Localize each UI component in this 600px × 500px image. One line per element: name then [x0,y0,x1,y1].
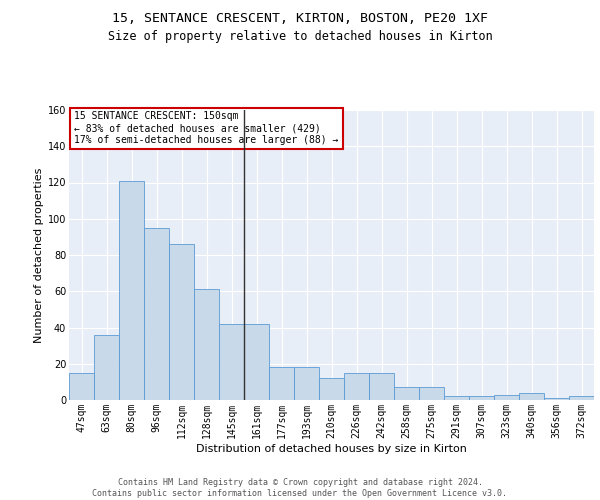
Bar [269,368,294,400]
Bar [94,335,119,400]
Bar [494,394,519,400]
Text: Contains HM Land Registry data © Crown copyright and database right 2024.
Contai: Contains HM Land Registry data © Crown c… [92,478,508,498]
Bar [294,368,319,400]
Bar [569,396,594,400]
Bar [519,393,544,400]
Bar [194,290,219,400]
Text: 15 SENTANCE CRESCENT: 150sqm
← 83% of detached houses are smaller (429)
17% of s: 15 SENTANCE CRESCENT: 150sqm ← 83% of de… [74,112,338,144]
Bar [444,396,469,400]
Bar [469,396,494,400]
Bar [69,373,94,400]
Bar [244,324,269,400]
X-axis label: Distribution of detached houses by size in Kirton: Distribution of detached houses by size … [196,444,467,454]
Text: 15, SENTANCE CRESCENT, KIRTON, BOSTON, PE20 1XF: 15, SENTANCE CRESCENT, KIRTON, BOSTON, P… [112,12,488,26]
Bar [144,228,169,400]
Bar [169,244,194,400]
Y-axis label: Number of detached properties: Number of detached properties [34,168,44,342]
Bar [119,180,144,400]
Bar [319,378,344,400]
Bar [344,373,369,400]
Bar [219,324,244,400]
Text: Size of property relative to detached houses in Kirton: Size of property relative to detached ho… [107,30,493,43]
Bar [419,388,444,400]
Bar [369,373,394,400]
Bar [544,398,569,400]
Bar [394,388,419,400]
